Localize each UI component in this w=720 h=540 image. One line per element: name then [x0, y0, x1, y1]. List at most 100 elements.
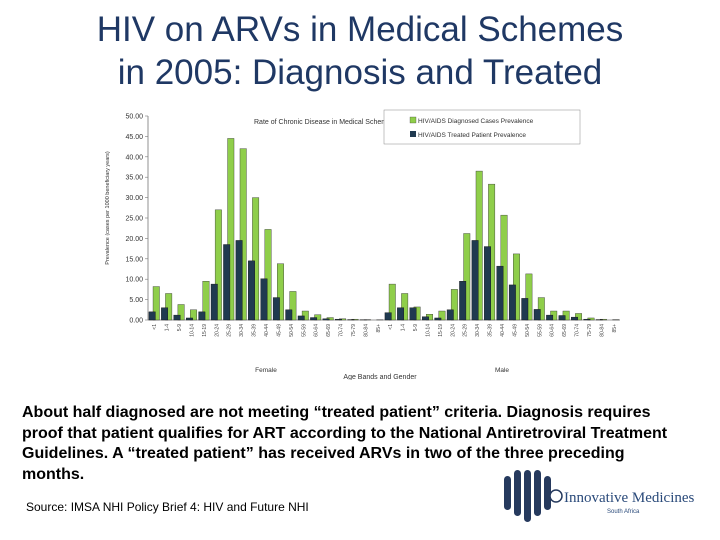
logo-bar: [544, 476, 551, 510]
x-tick-label: <1: [388, 324, 394, 330]
bar-diagnosed-male: [525, 273, 533, 321]
slide-title: HIV on ARVs in Medical Schemes in 2005: …: [0, 8, 720, 94]
x-tick-label: 60-64: [550, 324, 556, 337]
bar-diagnosed-female: [190, 309, 197, 321]
bar-diagnosed-female: [202, 281, 210, 321]
x-tick-label: 5-9: [177, 324, 183, 331]
legend-swatch-treated: [410, 131, 416, 137]
bar-treated-male: [471, 240, 479, 321]
bar-treated-male: [421, 316, 429, 321]
x-tick-label: 15-19: [438, 324, 444, 337]
title-line-2: in 2005: Diagnosis and Treated: [117, 53, 603, 92]
bar-treated-female: [148, 311, 156, 321]
y-tick-label: 25.00: [125, 216, 143, 223]
logo-bar: [514, 470, 521, 516]
bar-treated-male: [521, 298, 529, 321]
bar-treated-female: [173, 314, 181, 321]
bar-treated-male: [459, 281, 467, 321]
x-tick-label: 55-59: [537, 324, 543, 337]
bar-diagnosed-female: [239, 148, 247, 321]
legend-label-treated: HIV/AIDS Treated Patient Prevalence: [418, 132, 526, 139]
x-tick-label: 60-64: [314, 324, 320, 337]
x-tick-label: 35-39: [252, 324, 258, 337]
x-tick-label: 65-69: [562, 324, 568, 337]
bar-diagnosed-male: [401, 293, 409, 321]
bar-treated-female: [322, 318, 330, 321]
x-tick-label: 10-14: [425, 324, 431, 337]
x-tick-label: 70-74: [575, 324, 581, 337]
logo-bars: [504, 470, 563, 522]
y-tick-label: 50.00: [125, 114, 143, 121]
bar-treated-male: [397, 307, 405, 321]
bar-diagnosed-female: [277, 263, 284, 321]
logo-bar: [534, 470, 541, 516]
x-tick-label: 85+: [612, 324, 618, 333]
bar-diagnosed-female: [227, 138, 235, 321]
logo-name: Innovative Medicines: [564, 490, 695, 506]
logo-bar: [524, 470, 531, 522]
y-axis-title: Prevalence (cases per 1000 beneficiary y…: [105, 151, 111, 265]
legend-box: [383, 109, 581, 145]
chart-title: Rate of Chronic Disease in Medical Schem…: [254, 119, 395, 126]
x-tick-label: 75-79: [587, 324, 593, 337]
bar-treated-male: [571, 316, 578, 321]
x-tick-label: 45-49: [276, 324, 282, 337]
x-tick-label: 55-59: [301, 324, 307, 337]
bar-treated-female: [161, 307, 169, 321]
bar-treated-male: [434, 317, 442, 321]
bar-treated-male: [546, 314, 554, 321]
group-label-female: Female: [255, 367, 277, 374]
bar-treated-female: [335, 318, 342, 321]
y-tick-label: 10.00: [125, 277, 143, 284]
bar-diagnosed-male: [587, 317, 595, 321]
x-tick-label: 20-24: [450, 324, 456, 337]
bar-diagnosed-female: [264, 229, 272, 321]
legend-label-diagnosed: HIV/AIDS Diagnosed Cases Prevalence: [418, 118, 534, 125]
bar-treated-female: [297, 315, 305, 321]
y-tick-label: 5.00: [129, 297, 143, 304]
caption-text: About half diagnosed are not meeting “tr…: [22, 404, 668, 483]
x-tick-label: 70-74: [339, 324, 345, 337]
x-tick-label: 15-19: [202, 324, 208, 337]
chart-area: Rate of Chronic Disease in Medical Schem…: [104, 104, 624, 381]
bar-diagnosed-male: [537, 297, 545, 321]
x-tick-label: 40-44: [500, 324, 506, 337]
x-tick-label: 25-29: [463, 324, 469, 337]
bar-diagnosed-female: [177, 304, 185, 321]
x-tick-label: 1-4: [401, 324, 407, 331]
bar-diagnosed-female: [165, 293, 173, 321]
x-tick-label: 30-34: [239, 324, 245, 337]
bar-treated-female: [248, 260, 255, 321]
bar-diagnosed-female: [152, 286, 160, 321]
bar-treated-female: [260, 278, 268, 321]
y-tick-label: 20.00: [125, 236, 143, 243]
x-tick-label: 75-79: [351, 324, 357, 337]
x-tick-label: 45-49: [512, 324, 518, 337]
bar-diagnosed-male: [575, 313, 583, 321]
bar-treated-male: [484, 246, 491, 321]
x-tick-label: 5-9: [413, 324, 419, 331]
bar-diagnosed-male: [388, 283, 396, 321]
bar-treated-male: [409, 307, 417, 321]
bar-diagnosed-female: [314, 314, 322, 321]
bar-treated-male: [508, 284, 516, 321]
innovative-medicines-logo: Innovative Medicines South Africa: [500, 466, 710, 530]
x-tick-label: 65-69: [326, 324, 332, 337]
bar-treated-male: [558, 315, 566, 321]
bar-diagnosed-female: [289, 291, 297, 321]
x-tick-label: 85+: [376, 324, 382, 333]
bar-treated-female: [272, 297, 280, 321]
x-tick-label: 1-4: [165, 324, 171, 331]
bar-diagnosed-female: [252, 197, 260, 321]
y-tick-label: 45.00: [125, 134, 143, 141]
x-tick-label: 35-39: [488, 324, 494, 337]
legend-swatch-diagnosed: [409, 116, 417, 124]
bar-treated-male: [384, 312, 392, 321]
y-tick-label: 0.00: [129, 318, 143, 325]
x-tick-label: 50-54: [525, 324, 531, 337]
x-tick-label: 80-84: [599, 324, 605, 337]
bar-treated-female: [310, 317, 318, 321]
bar-chart: Rate of Chronic Disease in Medical Schem…: [105, 109, 620, 381]
x-tick-label: 25-29: [227, 324, 233, 337]
bar-diagnosed-female: [214, 209, 222, 321]
